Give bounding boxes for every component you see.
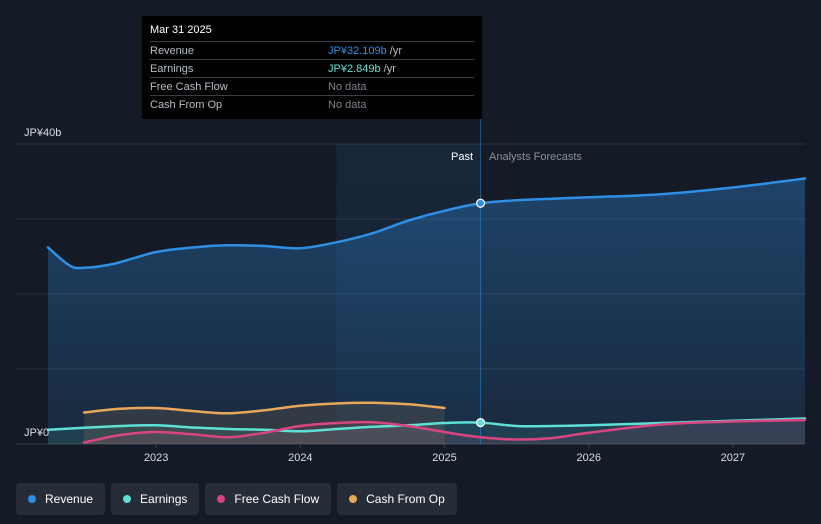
area-revenue [48, 178, 805, 444]
x-tick-label: 2027 [721, 452, 745, 464]
x-tick-label: 2025 [432, 452, 456, 464]
series-markers [475, 198, 486, 428]
legend-dot-icon [217, 495, 226, 503]
tooltip-label: Cash From Op [150, 98, 223, 111]
x-tick-label: 2024 [288, 452, 312, 464]
series-lines [46, 177, 807, 444]
tooltip-date: Mar 31 2025 [150, 24, 212, 36]
legend-label: Cash From Op [366, 492, 445, 506]
legend-label: Free Cash Flow [234, 492, 320, 506]
tooltip-label: Free Cash Flow [150, 80, 228, 93]
x-axis-labels: 2023 2024 2025 2026 2027 [144, 444, 745, 464]
tooltip-value: JP¥32.109b /yr [328, 44, 402, 57]
tooltip-row-cash-from-op: Cash From Op No data [150, 95, 474, 113]
legend-item-revenue[interactable]: Revenue [16, 483, 106, 515]
marker-earnings [475, 418, 486, 428]
legend-item-cash-from-op[interactable]: Cash From Op [337, 483, 457, 515]
tooltip-row-revenue: Revenue JP¥32.109b /yr [150, 41, 474, 59]
y-axis-labels: JP¥40b JP¥0 [24, 127, 61, 439]
tooltip-value: No data [328, 98, 367, 111]
tooltip-label: Earnings [150, 62, 194, 75]
series-areas [48, 178, 805, 444]
marker-revenue [475, 198, 486, 208]
past-label: Past [451, 151, 473, 163]
line-cash-from-op [82, 401, 446, 415]
x-tick-label: 2023 [144, 452, 168, 464]
analysts-forecasts-label: Analysts Forecasts [489, 151, 582, 163]
tooltip-value: JP¥2.849b /yr [328, 62, 396, 75]
legend-item-free-cash-flow[interactable]: Free Cash Flow [205, 483, 332, 515]
legend-label: Revenue [45, 492, 94, 506]
y-tick-label: JP¥40b [24, 127, 61, 139]
line-earnings [46, 417, 807, 433]
chart-legend: Revenue Earnings Free Cash Flow Cash Fro… [16, 483, 457, 515]
legend-label: Earnings [140, 492, 188, 506]
tooltip-row-earnings: Earnings JP¥2.849b /yr [150, 59, 474, 77]
tooltip-row-free-cash-flow: Free Cash Flow No data [150, 77, 474, 95]
x-tick-label: 2026 [576, 452, 600, 464]
legend-dot-icon [349, 495, 358, 503]
tooltip-label: Revenue [150, 44, 195, 57]
line-free-cash-flow [82, 418, 807, 444]
legend-dot-icon [28, 495, 36, 503]
legend-dot-icon [123, 495, 132, 503]
line-revenue [46, 177, 807, 270]
tooltip-panel: Mar 31 2025 Revenue JP¥32.109b /yr Earni… [142, 16, 482, 119]
legend-item-earnings[interactable]: Earnings [111, 483, 200, 515]
tooltip-value: No data [328, 80, 367, 93]
y-tick-label: JP¥0 [24, 427, 49, 439]
